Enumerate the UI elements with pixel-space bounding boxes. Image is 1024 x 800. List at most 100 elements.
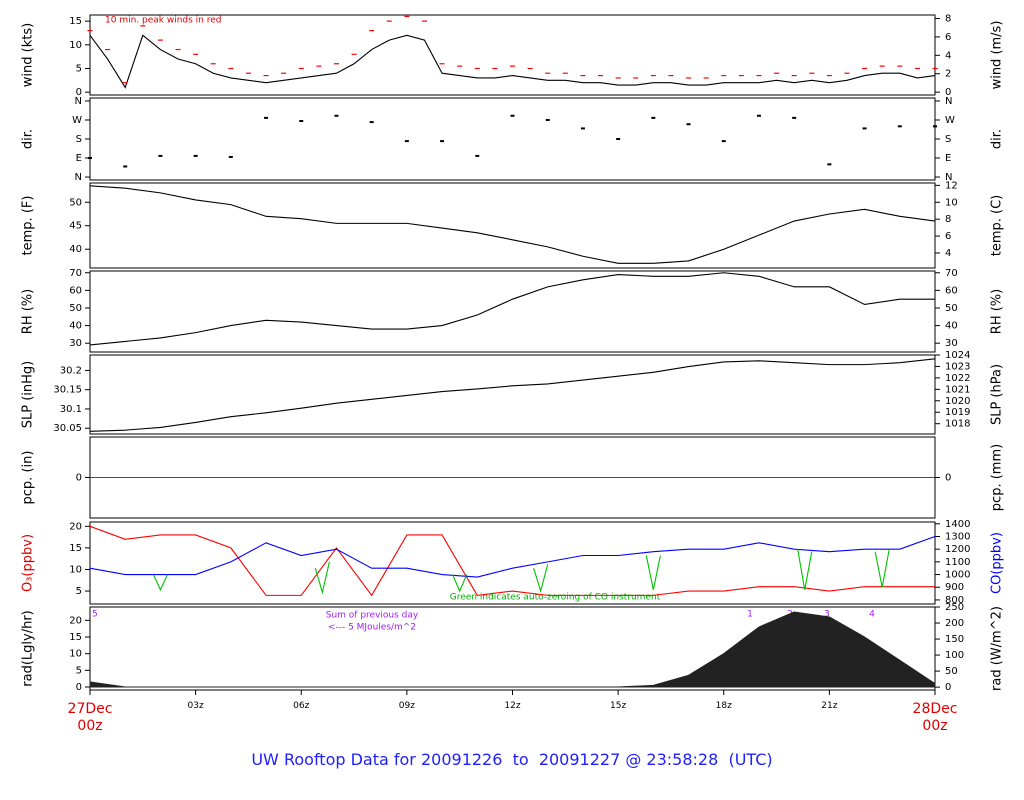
y-tick-label: 40 bbox=[69, 244, 82, 255]
y2-tick-label: 12 bbox=[945, 180, 958, 191]
y-tick-label: 40 bbox=[69, 321, 82, 332]
x-tick-label: 15z bbox=[610, 701, 627, 711]
line bbox=[89, 185, 936, 264]
y2-tick-label: 1000 bbox=[945, 570, 970, 581]
y2-tick-label: 0 bbox=[945, 87, 951, 98]
y-tick-label: 20 bbox=[69, 615, 82, 626]
x-tick-label: 28Dec 00z bbox=[912, 701, 958, 734]
y2-tick-label: 8 bbox=[945, 214, 951, 225]
line bbox=[89, 358, 936, 432]
y-axis-label: temp. (F) bbox=[21, 196, 36, 256]
point bbox=[193, 154, 198, 157]
point bbox=[475, 154, 480, 157]
panel-frame bbox=[89, 270, 936, 353]
y2-tick-label: 4 bbox=[945, 50, 951, 61]
y2-axis-label: SLP (hPa) bbox=[990, 364, 1005, 425]
point bbox=[792, 116, 797, 119]
y-tick-label: N bbox=[75, 96, 82, 107]
point bbox=[545, 118, 550, 121]
point bbox=[299, 120, 304, 123]
y2-tick-label: 60 bbox=[945, 285, 958, 296]
y-tick-label: E bbox=[76, 153, 82, 164]
y2-axis-label: CO(ppbv) bbox=[990, 532, 1005, 594]
y-tick-label: 15 bbox=[69, 16, 82, 27]
line bbox=[89, 525, 935, 597]
panel-frame bbox=[89, 14, 936, 96]
y-axis-label: dir. bbox=[21, 129, 36, 149]
y2-axis-label: RH (%) bbox=[990, 289, 1005, 334]
y2-tick-label: 150 bbox=[945, 634, 964, 645]
point bbox=[510, 114, 515, 117]
y2-tick-label: 1021 bbox=[945, 384, 970, 395]
x-tick-label: 03z bbox=[187, 701, 204, 711]
y2-tick-label: 1019 bbox=[945, 407, 970, 418]
point bbox=[686, 123, 691, 126]
y2-tick-label: 0 bbox=[945, 473, 951, 484]
y2-axis-label: wind (m/s) bbox=[990, 21, 1005, 90]
x-tick-label: 21z bbox=[821, 701, 838, 711]
annotation: 1 bbox=[747, 610, 753, 620]
y-axis-label: SLP (inHg) bbox=[21, 361, 36, 429]
annotation: 4 bbox=[869, 610, 875, 620]
y-tick-label: 10 bbox=[69, 40, 82, 51]
point bbox=[721, 140, 726, 143]
y2-tick-label: 30 bbox=[945, 338, 958, 349]
point bbox=[369, 121, 374, 124]
y-tick-label: 30 bbox=[69, 338, 82, 349]
y2-tick-label: 800 bbox=[945, 595, 964, 606]
y2-tick-label: 50 bbox=[945, 666, 958, 677]
area bbox=[89, 611, 936, 688]
y2-tick-label: 50 bbox=[945, 303, 958, 314]
point bbox=[580, 127, 585, 130]
y-tick-label: 10 bbox=[69, 564, 82, 575]
point bbox=[933, 125, 937, 128]
y-tick-label: 15 bbox=[69, 543, 82, 554]
annotation: 10 min. peak winds in red bbox=[105, 16, 222, 26]
y-tick-label: 10 bbox=[69, 649, 82, 660]
y2-tick-label: 10 bbox=[945, 197, 958, 208]
chart-title: UW Rooftop Data for 20091226 to 20091227… bbox=[251, 750, 773, 769]
y2-tick-label: 200 bbox=[945, 618, 964, 629]
y-tick-label: 30.2 bbox=[60, 365, 82, 376]
annotation: Green indicates auto-zeroing of CO instr… bbox=[450, 593, 661, 603]
annotation: 5 bbox=[92, 610, 98, 620]
y2-tick-label: 1200 bbox=[945, 544, 970, 555]
y-tick-label: 5 bbox=[76, 63, 82, 74]
y2-tick-label: 6 bbox=[945, 32, 951, 43]
y-tick-label: 0 bbox=[76, 473, 82, 484]
y-axis-label: wind (kts) bbox=[21, 23, 36, 87]
y-axis-label: RH (%) bbox=[21, 289, 36, 334]
y-tick-label: 50 bbox=[69, 197, 82, 208]
point bbox=[651, 116, 656, 119]
x-tick-label: 12z bbox=[504, 701, 521, 711]
point bbox=[334, 114, 339, 117]
y-tick-label: 45 bbox=[69, 221, 82, 232]
line bbox=[89, 272, 935, 346]
point bbox=[862, 127, 867, 130]
point bbox=[123, 165, 128, 168]
y-axis-label: O₃(ppbv) bbox=[21, 534, 36, 592]
x-tick-label: 06z bbox=[293, 701, 310, 711]
y2-tick-label: 250 bbox=[945, 602, 964, 613]
panel-frame bbox=[89, 354, 936, 435]
y-tick-label: 0 bbox=[76, 682, 82, 693]
y-tick-label: 50 bbox=[69, 303, 82, 314]
point bbox=[440, 140, 445, 143]
y2-tick-label: 1023 bbox=[945, 361, 970, 372]
x-tick-label: 09z bbox=[398, 701, 415, 711]
point bbox=[158, 154, 163, 157]
y2-tick-label: S bbox=[945, 134, 951, 145]
y2-tick-label: N bbox=[945, 172, 952, 183]
y2-tick-label: N bbox=[945, 96, 952, 107]
y-axis-label: rad(Lgly/hr) bbox=[21, 610, 36, 686]
y2-axis-label: rad (W/m^2) bbox=[990, 606, 1005, 691]
y2-axis-label: dir. bbox=[990, 129, 1005, 149]
point bbox=[827, 163, 832, 166]
y-tick-label: 30.1 bbox=[60, 404, 82, 415]
y-tick-label: 5 bbox=[76, 586, 82, 597]
annotation: <--- 5 MJoules/m^2 bbox=[328, 623, 416, 633]
y2-tick-label: 1300 bbox=[945, 531, 970, 542]
y-tick-label: 0 bbox=[76, 87, 82, 98]
y2-tick-label: 8 bbox=[945, 13, 951, 24]
